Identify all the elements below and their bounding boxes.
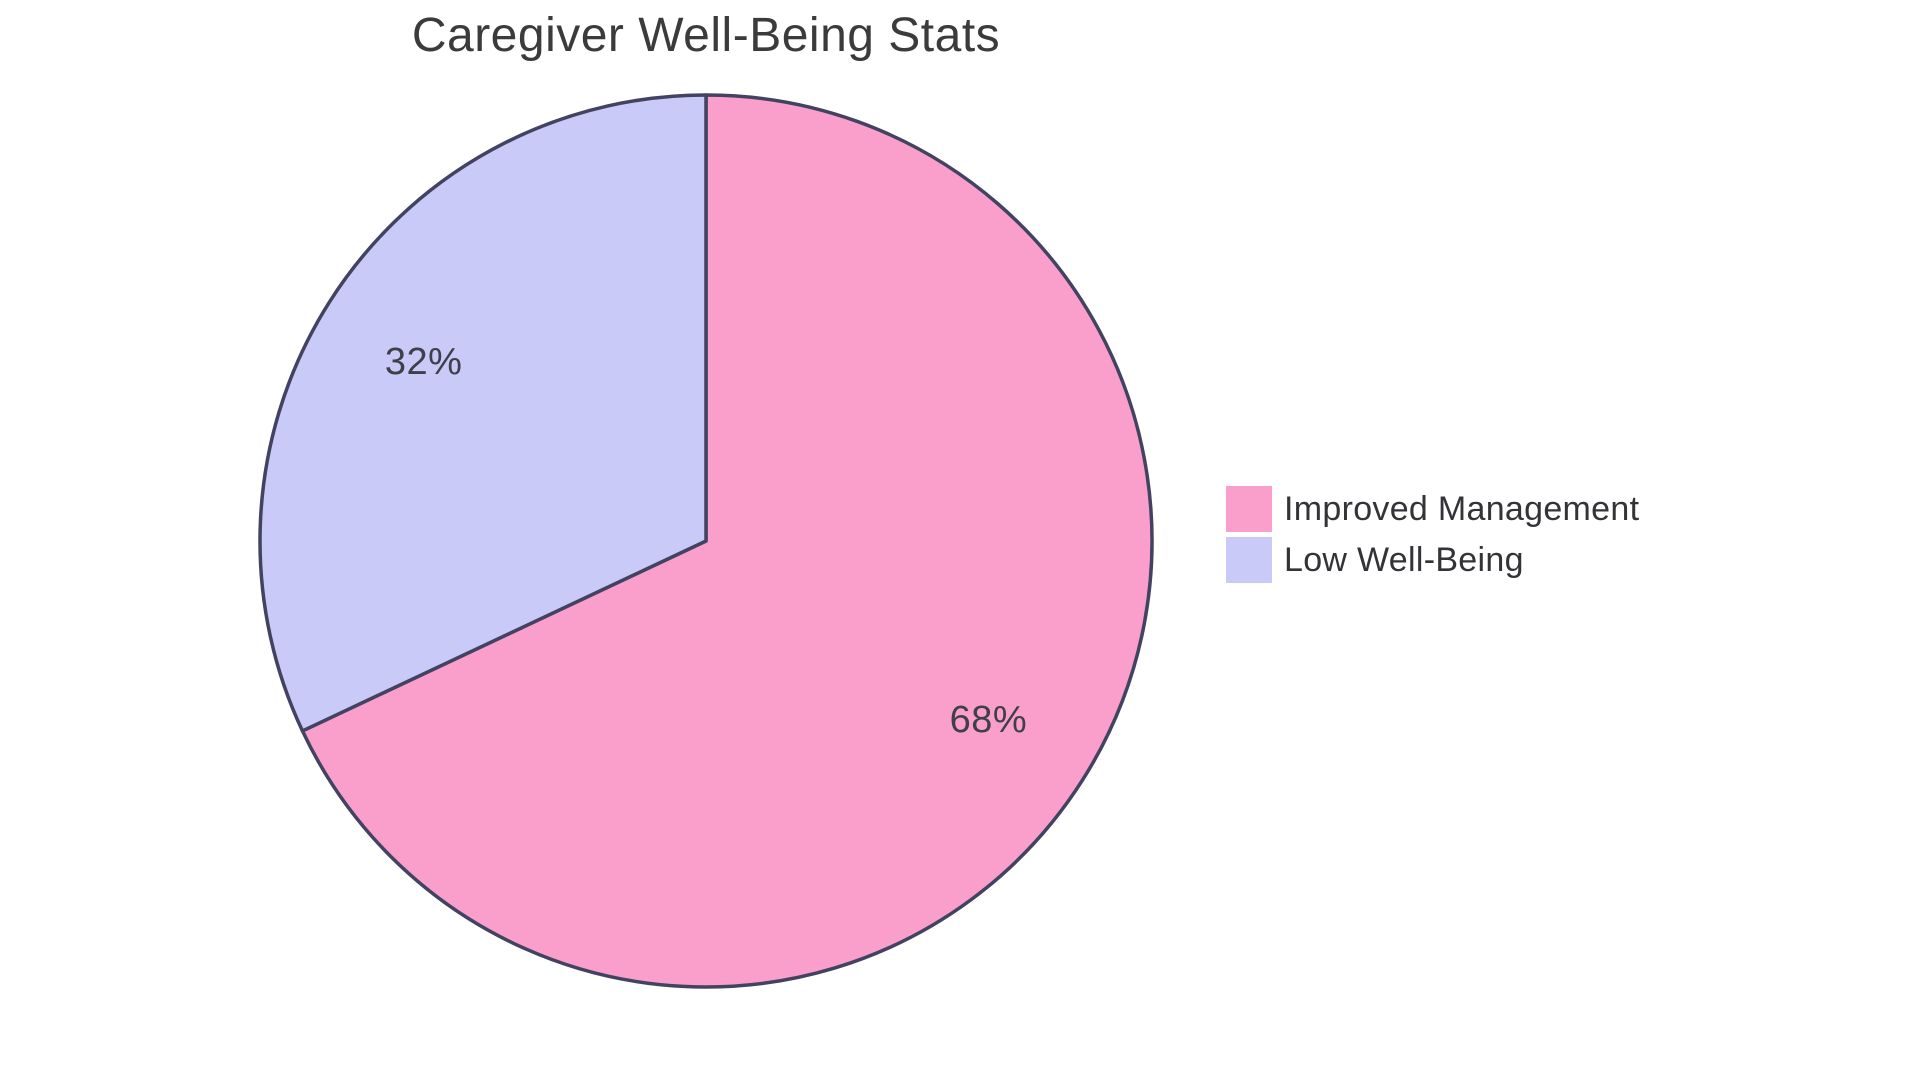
legend: Improved Management Low Well-Being: [1226, 486, 1639, 583]
pie-slice-0: [300, 93, 1154, 989]
legend-swatch-improved-management: [1226, 486, 1272, 532]
slice-percent-label-1: 32%: [385, 341, 463, 383]
chart-title: Caregiver Well-Being Stats: [411, 9, 1001, 62]
legend-label-low-well-being: Low Well-Being: [1284, 540, 1524, 579]
legend-item-low-well-being: Low Well-Being: [1226, 537, 1639, 583]
legend-item-improved-management: Improved Management: [1226, 486, 1639, 532]
pie-slice-1: [258, 93, 708, 733]
legend-label-improved-management: Improved Management: [1284, 489, 1640, 528]
legend-swatch-low-well-being: [1226, 537, 1272, 583]
slice-percent-label-0: 68%: [950, 699, 1028, 741]
